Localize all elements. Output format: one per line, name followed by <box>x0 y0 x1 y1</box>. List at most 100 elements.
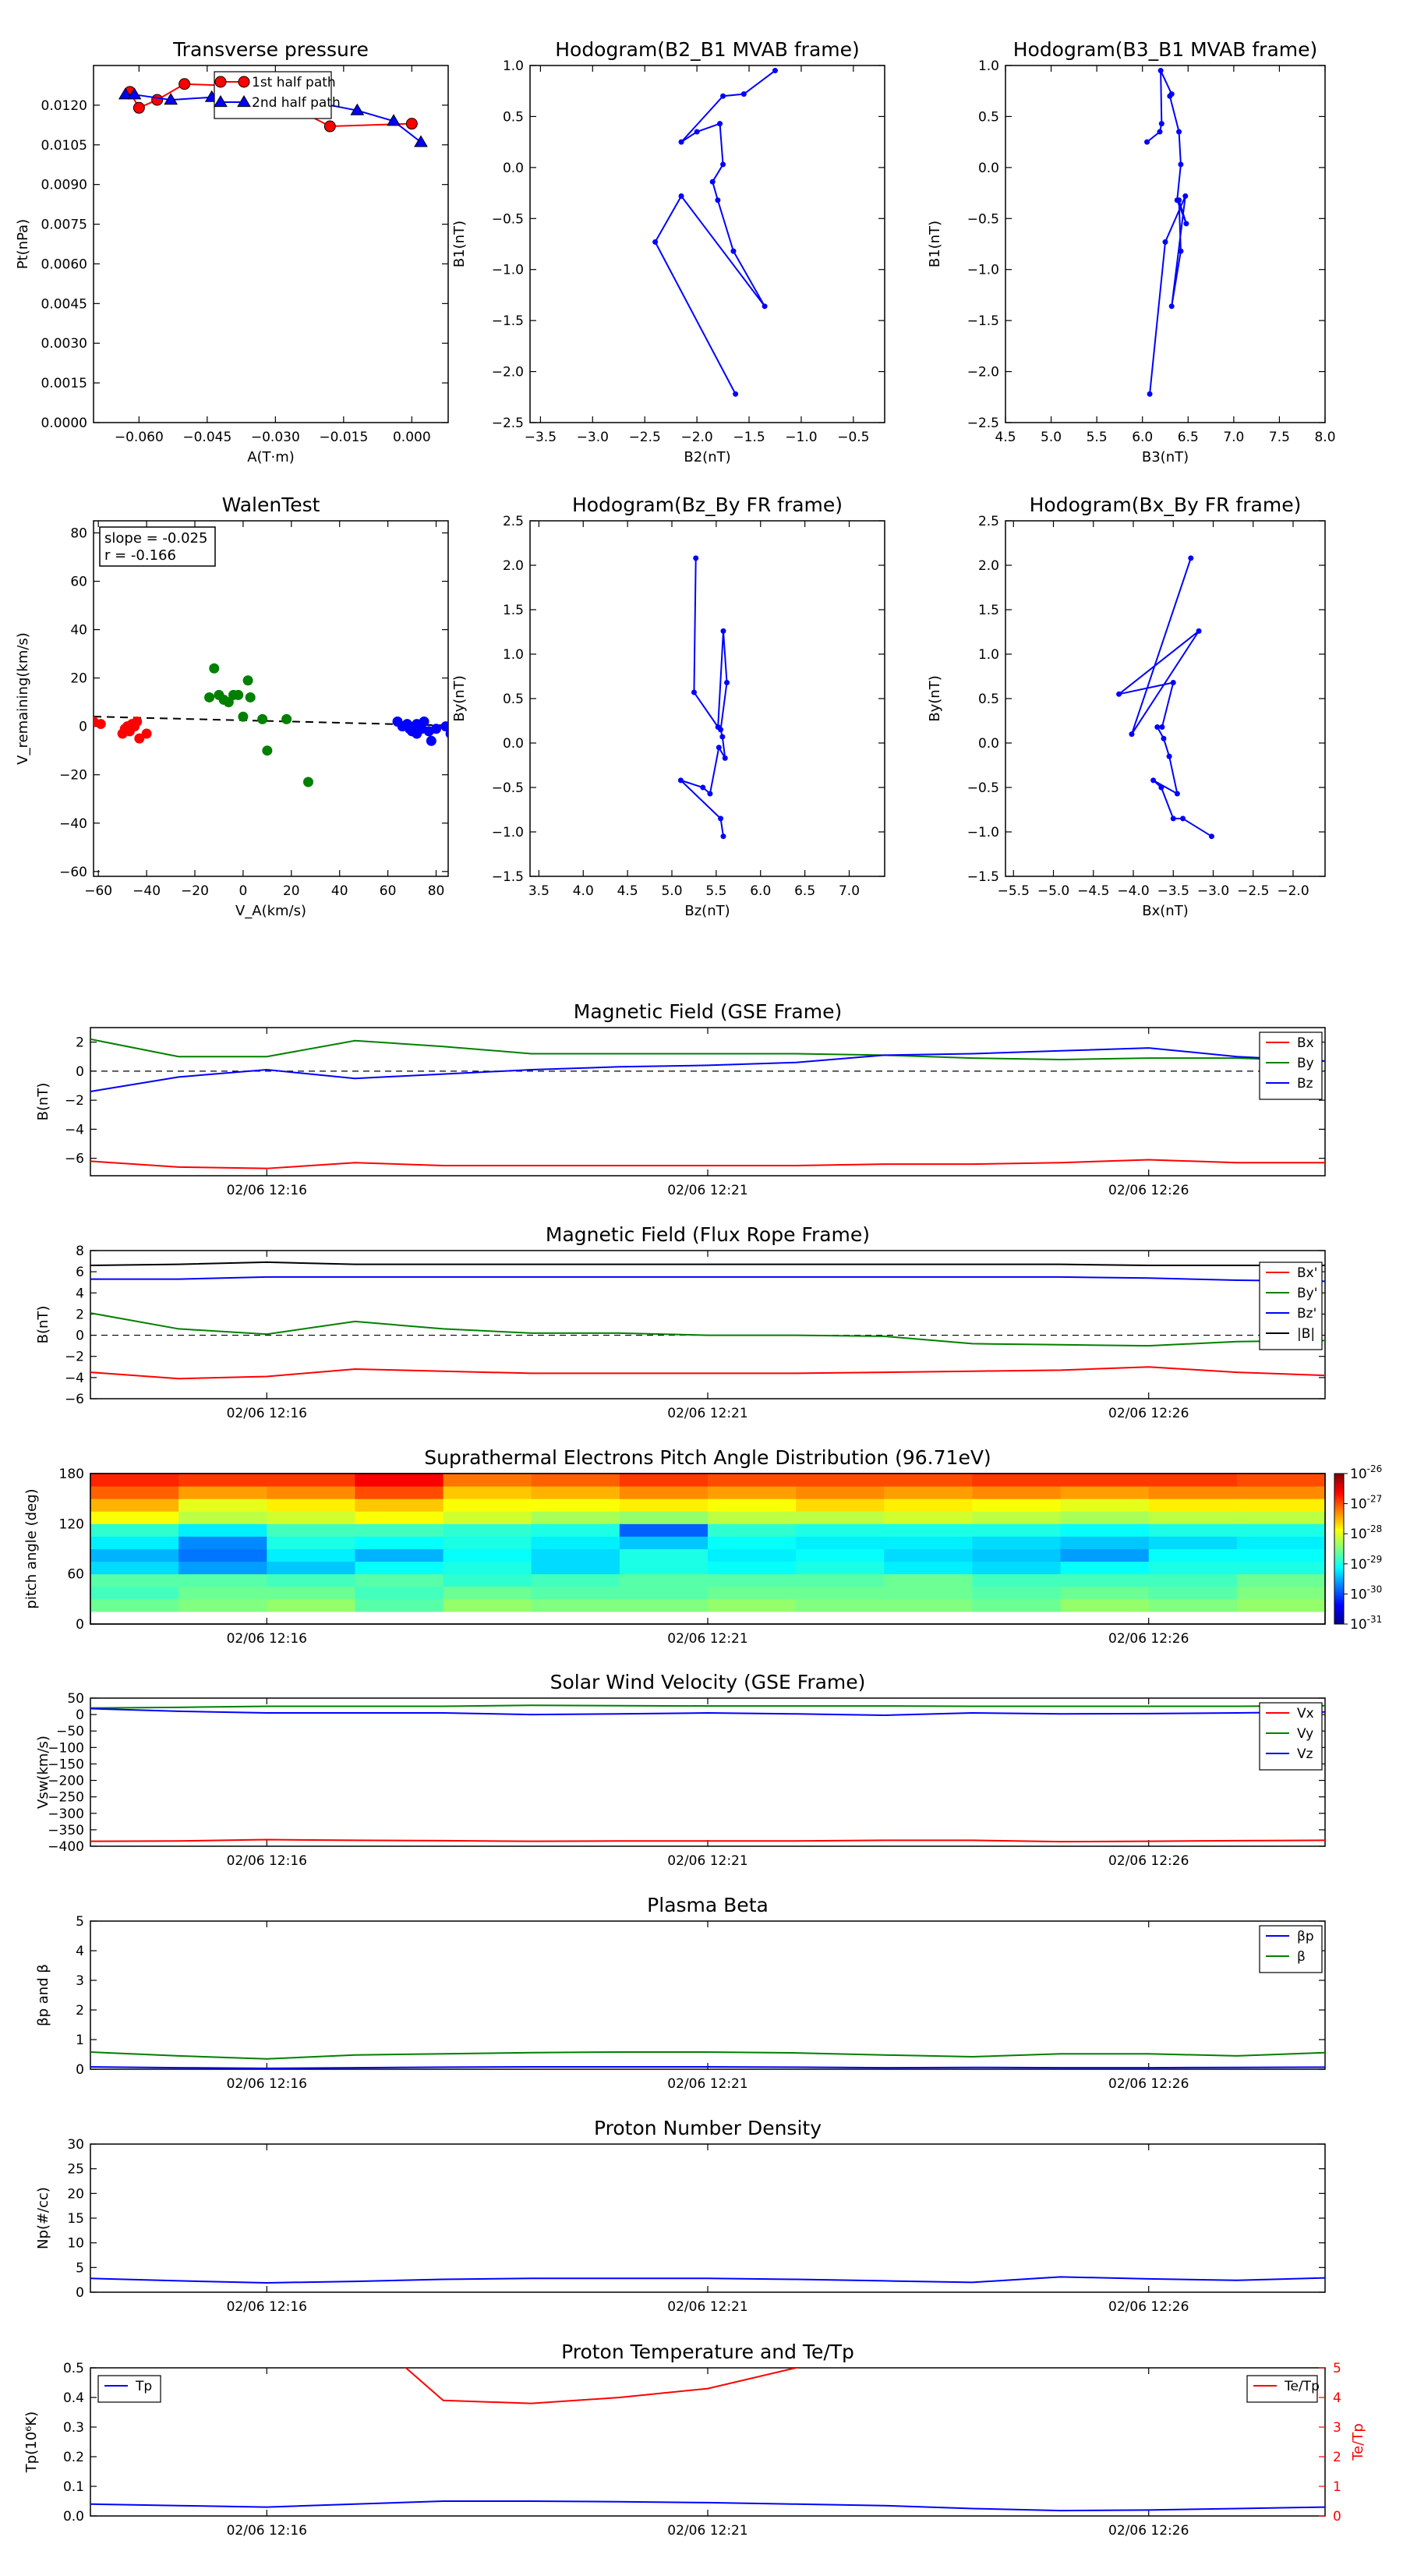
series-line-0 <box>654 69 776 395</box>
y-tick-label: −2 <box>65 1350 84 1365</box>
heatmap-cell <box>708 1486 797 1499</box>
y-tick-label: −20 <box>59 768 87 784</box>
heatmap-cell <box>1060 1474 1150 1487</box>
data-point <box>772 68 778 74</box>
x-tick-label: 02/06 12:26 <box>1108 1853 1189 1869</box>
annotation-text: r = -0.166 <box>104 547 176 564</box>
data-point <box>693 555 699 561</box>
plot-area <box>90 1261 1325 1380</box>
heatmap-cell <box>1060 1586 1150 1600</box>
plot-frame <box>93 65 449 423</box>
plot-frame <box>90 2367 1326 2517</box>
y-tick-label: 8 <box>76 1244 84 1259</box>
y-tick-label: 0.5 <box>503 109 524 125</box>
heatmap-cell <box>178 1511 267 1524</box>
data-point <box>717 121 723 127</box>
y-tick-label: 0.5 <box>978 109 999 125</box>
legend-entry: Bz <box>1297 1076 1313 1092</box>
y-tick-label: −100 <box>48 1740 84 1756</box>
y-tick-label: −4 <box>65 1122 84 1138</box>
plot-frame <box>90 1697 1326 1847</box>
y-tick-label: 1.0 <box>503 647 524 663</box>
heatmap-cell <box>178 1598 267 1612</box>
colorbar-tick-label: 10-31 <box>1350 1614 1382 1633</box>
y-tick-label: 0.0075 <box>41 218 87 233</box>
y-tick-label: 2 <box>76 2003 84 2019</box>
data-point <box>1170 816 1176 822</box>
y-tick-label: −1.0 <box>492 263 524 278</box>
data-point <box>1159 724 1165 730</box>
x-tick-label: 02/06 12:21 <box>667 2523 747 2539</box>
heatmap-cell <box>884 1573 973 1587</box>
heatmap-cell <box>178 1586 267 1600</box>
x-tick-label: −4.0 <box>1117 883 1149 899</box>
data-point <box>1170 679 1176 685</box>
plot-area <box>90 2368 1325 2512</box>
series-line-Vz <box>90 1707 1325 1716</box>
heatmap-cell <box>708 1561 797 1575</box>
heatmap-cell <box>1236 1499 1326 1512</box>
x-tick-label: 5.5 <box>1087 430 1108 445</box>
heatmap-cell <box>796 1474 885 1487</box>
heatmap-cell <box>355 1474 444 1487</box>
heatmap-cell <box>972 1573 1062 1587</box>
scatter-point <box>141 728 152 739</box>
heatmap-cell <box>531 1586 620 1600</box>
heatmap-cell <box>90 1499 179 1512</box>
heatmap-cell <box>1148 1573 1238 1587</box>
y-tick-label: 0.0015 <box>41 376 87 391</box>
y-tick-label: 15 <box>67 2211 84 2227</box>
y-tick-label: −1.0 <box>967 263 999 278</box>
series-line-0 <box>1118 557 1212 837</box>
y-tick-label: −250 <box>48 1790 84 1806</box>
y-tick-label: −4 <box>65 1371 84 1386</box>
heatmap-cell <box>796 1486 885 1499</box>
heatmap-cell <box>708 1499 797 1512</box>
data-point <box>1174 791 1180 797</box>
plot-area <box>1116 555 1214 840</box>
series-line-|B| <box>90 1261 1325 1266</box>
colorbar-tick-label: 10-26 <box>1350 1463 1382 1482</box>
data-point <box>652 239 659 245</box>
legend-entry: 1st half path <box>252 75 336 90</box>
data-point <box>164 93 178 105</box>
heatmap-cell <box>1236 1523 1326 1537</box>
heatmap-cell <box>355 1499 444 1512</box>
heatmap-cell <box>1236 1474 1326 1487</box>
y-tick-label: −1.0 <box>492 825 524 840</box>
data-point <box>1182 193 1189 199</box>
y-tick-label: 0 <box>76 1329 84 1344</box>
y-tick-label: 20 <box>70 671 87 687</box>
data-point <box>740 91 747 97</box>
y-tick-label: 0.0 <box>978 736 999 752</box>
chart-pt: Transverse pressure −0.060 −0.045 −0.030 −0.… <box>15 38 449 465</box>
x-tick-label: 4.5 <box>617 883 638 899</box>
heatmap-cell <box>619 1598 709 1612</box>
heatmap-cell <box>884 1561 973 1575</box>
plot-area <box>677 555 730 840</box>
scatter-point <box>419 716 429 727</box>
heatmap-cell <box>972 1586 1062 1600</box>
heatmap-cell <box>90 1511 179 1524</box>
data-point <box>387 114 401 126</box>
data-point <box>127 87 142 100</box>
data-point <box>720 628 726 634</box>
heatmap-cell <box>1148 1598 1238 1612</box>
heatmap-cell <box>1148 1499 1238 1512</box>
chart-h4: Hodogram(Bx_By FR frame) −5.5 −5.0 −4.5 −4.0… <box>927 494 1326 919</box>
heatmap-cell <box>355 1586 444 1600</box>
y-tick-label: −2.5 <box>492 416 524 431</box>
x-tick-label: −1.5 <box>733 430 765 445</box>
heatmap-cell <box>90 1586 179 1600</box>
y-tick-label: 0.4 <box>63 2390 84 2406</box>
plot-area <box>90 2276 1325 2284</box>
heatmap-cell <box>531 1573 620 1587</box>
heatmap-cell <box>619 1536 709 1549</box>
heatmap-cell <box>796 1499 885 1512</box>
legend-entry: βp <box>1297 1929 1314 1944</box>
y-tick-label: 1.0 <box>978 58 999 74</box>
y-axis-label: By(nT) <box>927 675 943 721</box>
plot-area <box>90 1704 1325 1843</box>
y-right-tick-label: 1 <box>1333 2479 1341 2495</box>
plot-frame <box>90 2143 1326 2293</box>
